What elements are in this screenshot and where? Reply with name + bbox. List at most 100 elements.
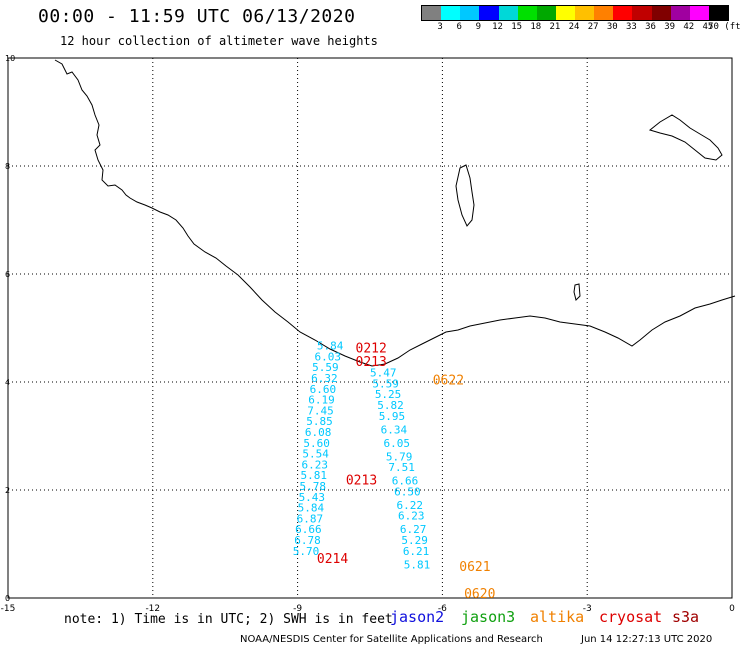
wave-height-value: 6.32 <box>311 372 338 385</box>
legend-label: 45 <box>702 22 714 32</box>
wave-height-value: 5.95 <box>379 410 406 423</box>
wave-height-value: 6.23 <box>398 510 425 523</box>
wave-height-value: 6.87 <box>297 512 324 525</box>
wave-height-value: 6.34 <box>381 423 408 436</box>
x-tick-label: -12 <box>145 604 160 614</box>
legend-label: 3 <box>437 22 443 32</box>
wave-height-value: 6.27 <box>400 523 427 536</box>
wave-height-value: 6.19 <box>308 394 335 407</box>
legend-label: 27 <box>587 22 599 32</box>
y-tick-label: 4 <box>5 378 10 387</box>
map-frame <box>7 57 733 599</box>
x-tick-label: -3 <box>583 604 592 614</box>
legend-swatch <box>708 6 728 20</box>
legend-swatch <box>498 6 518 20</box>
legend-label: 24 <box>568 22 580 32</box>
wave-height-value: 6.66 <box>392 475 419 488</box>
legend-swatch <box>689 6 709 20</box>
x-tick-label: -15 <box>1 604 16 614</box>
satellite-label-jason3: jason3 <box>461 608 516 626</box>
wave-height-value: 5.79 <box>386 450 413 463</box>
island-small <box>573 283 581 301</box>
wave-height-value: 5.81 <box>300 469 327 482</box>
pass-time-label: 0213 <box>356 355 387 370</box>
wave-height-value: 6.05 <box>384 437 411 450</box>
wave-height-value: 6.08 <box>305 426 332 439</box>
x-tick-label: -6 <box>438 604 447 614</box>
wave-height-value: 5.47 <box>370 367 397 380</box>
wave-height-value: 5.84 <box>298 502 325 515</box>
legend-swatch <box>479 6 499 20</box>
legend-swatch <box>422 6 442 20</box>
legend-swatch <box>441 6 461 20</box>
coastline-main <box>54 59 736 367</box>
y-tick-label: 0 <box>5 594 10 603</box>
legend-swatch <box>536 6 556 20</box>
map-title: 00:00 - 11:59 UTC 06/13/2020 <box>38 6 356 27</box>
legend-label: 6 <box>456 22 462 32</box>
wave-height-value: 5.82 <box>377 399 404 412</box>
legend-swatch <box>613 6 633 20</box>
pass-time-label: 0620 <box>464 587 495 602</box>
altimeter-tracks: 5.846.035.596.326.606.197.455.856.085.60… <box>293 340 431 572</box>
wave-height-value: 5.84 <box>317 340 344 353</box>
wave-height-value: 6.66 <box>295 523 322 536</box>
legend-label: 15 <box>511 22 523 32</box>
legend-label: 42 <box>683 22 695 32</box>
satellite-label-cryosat: cryosat <box>599 608 663 626</box>
coastline-northeast <box>648 114 723 161</box>
footer-note: note: 1) Time is in UTC; 2) SWH is in fe… <box>64 612 393 627</box>
pass-time-label: 0621 <box>459 560 490 575</box>
wave-height-value: 5.60 <box>303 437 330 450</box>
island-bioko <box>455 164 475 227</box>
legend-label: 9 <box>475 22 482 32</box>
wave-height-value: 5.54 <box>302 448 329 461</box>
legend-swatch <box>632 6 652 20</box>
y-tick-label: 2 <box>5 486 10 495</box>
wave-height-value: 5.59 <box>312 361 339 374</box>
legend-swatch <box>651 6 671 20</box>
wave-height-value: 5.25 <box>375 388 402 401</box>
legend-swatch <box>555 6 575 20</box>
map-subtitle: 12 hour collection of altimeter wave hei… <box>60 34 378 48</box>
wave-height-value: 5.81 <box>404 558 431 571</box>
axis-ticks: -15 -12 -9 -6 -3 0 0 2 4 6 8 10 <box>1 54 735 614</box>
wave-height-value: 7.45 <box>307 404 334 417</box>
legend-label: 33 <box>625 22 637 32</box>
grid-lines <box>8 58 732 598</box>
footer-credit: NOAA/NESDIS Center for Satellite Applica… <box>240 634 543 645</box>
y-tick-label: 6 <box>5 270 10 279</box>
legend-swatch <box>460 6 480 20</box>
pass-time-label: 0214 <box>317 552 348 567</box>
legend-label: 39 <box>664 22 676 32</box>
wave-height-value: 6.50 <box>394 485 421 498</box>
pass-time-label: 0622 <box>433 374 464 389</box>
legend-swatch <box>517 6 537 20</box>
wave-height-value: 5.78 <box>300 480 327 493</box>
wave-height-value: 5.59 <box>372 377 399 390</box>
satellite-label-s3a: s3a <box>672 608 700 626</box>
wave-height-value: 6.22 <box>397 499 424 512</box>
color-legend <box>421 5 729 21</box>
wave-height-value: 5.70 <box>293 545 320 558</box>
wave-height-value: 5.85 <box>306 415 333 428</box>
wave-height-value: 5.29 <box>401 534 428 547</box>
legend-swatch <box>670 6 690 20</box>
pass-time-label: 0213 <box>346 474 377 489</box>
x-tick-label: 0 <box>729 604 735 614</box>
legend-label: 12 <box>492 22 503 32</box>
y-tick-label: 10 <box>5 54 15 63</box>
pass-time-label: 0212 <box>356 341 387 356</box>
legend-swatch <box>575 6 595 20</box>
wave-height-value: 7.51 <box>388 461 415 474</box>
legend-swatch <box>594 6 614 20</box>
wave-height-value: 6.23 <box>301 458 328 471</box>
footer-timestamp: Jun 14 12:27:13 UTC 2020 <box>581 634 713 645</box>
y-tick-label: 8 <box>5 162 10 171</box>
satellite-label-jason2: jason2 <box>390 608 445 626</box>
legend-label: 36 <box>645 22 656 32</box>
legend-label: 30 <box>606 22 618 32</box>
legend-label: 21 <box>549 22 561 32</box>
